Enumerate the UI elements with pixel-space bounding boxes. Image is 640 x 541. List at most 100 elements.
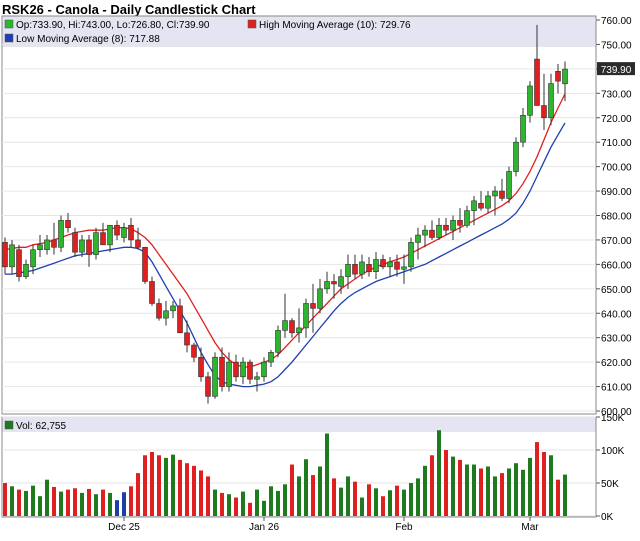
- price-tick-label: 710.00: [601, 138, 632, 149]
- candle-body: [422, 229, 428, 236]
- candle-body: [562, 68, 568, 85]
- last-price-tag-box: [597, 62, 635, 76]
- candle-body: [429, 229, 435, 238]
- volume-bar: [59, 491, 63, 516]
- price-gridlines: [2, 19, 596, 412]
- candle-body: [233, 361, 239, 378]
- price-tick-label: 640.00: [601, 309, 632, 320]
- volume-bar: [220, 492, 224, 516]
- candle-body: [268, 352, 274, 363]
- chart-title: RSK26 - Canola - Daily Candlestick Chart: [2, 2, 256, 17]
- volume-legend-text: Vol: 62,755: [16, 421, 66, 432]
- price-axis: 600.00 610.00 620.00 630.00 640.00 650.00 660.…: [596, 16, 632, 418]
- volume-bar: [227, 494, 231, 516]
- volume-tick-label: 150K: [601, 413, 625, 424]
- volume-bar: [164, 457, 168, 516]
- volume-bar: [80, 492, 84, 516]
- candle-body: [142, 246, 148, 282]
- last-price-tag: 739.90: [597, 62, 635, 76]
- volume-bar: [185, 463, 189, 516]
- volume-bar: [255, 489, 259, 516]
- candle-body: [149, 281, 155, 304]
- volume-bar: [38, 496, 42, 516]
- price-tick-label: 690.00: [601, 187, 632, 198]
- candle-body: [170, 305, 176, 312]
- volume-bar: [465, 464, 469, 516]
- volume-bar: [87, 488, 91, 516]
- volume-bar: [24, 490, 28, 516]
- candles: [2, 24, 568, 404]
- volume-panel: 0K 50K 100K 150K Vol: 62,755: [1, 413, 625, 523]
- volume-bar: [409, 483, 413, 516]
- volume-bar: [346, 476, 350, 516]
- volume-axis: 0K 50K 100K 150K: [596, 413, 625, 523]
- high-ma-legend-text: High Moving Average (10): 729.76: [259, 20, 411, 31]
- candle-body: [247, 361, 253, 380]
- candle-body: [520, 115, 526, 143]
- candle-body: [114, 224, 120, 236]
- volume-bar: [395, 485, 399, 516]
- last-price-tag-text: 739.90: [601, 65, 632, 76]
- candle-body: [240, 361, 246, 378]
- volume-bar: [171, 454, 175, 516]
- volume-bar: [556, 479, 560, 516]
- candle-body: [2, 242, 8, 268]
- candle-body: [527, 85, 533, 116]
- candle-body: [478, 202, 484, 209]
- volume-bar: [290, 464, 294, 516]
- candle-body: [205, 376, 211, 397]
- candle-body: [177, 305, 183, 334]
- price-tick-label: 700.00: [601, 163, 632, 174]
- volume-bars: [3, 430, 567, 516]
- volume-bar: [318, 466, 322, 516]
- candle-body: [366, 264, 372, 273]
- price-tick-label: 760.00: [601, 16, 632, 27]
- candle-body: [163, 310, 169, 319]
- candle-body: [513, 141, 519, 172]
- volume-bar: [458, 459, 462, 516]
- volume-bar: [45, 479, 49, 516]
- candle-body: [86, 239, 92, 255]
- candle-body: [261, 361, 267, 378]
- volume-bar: [241, 491, 245, 516]
- volume-bar: [563, 474, 567, 516]
- volume-bar: [108, 492, 112, 516]
- candle-body: [380, 259, 386, 268]
- price-tick-label: 600.00: [601, 407, 632, 418]
- volume-bar: [150, 451, 154, 516]
- volume-bar: [248, 502, 252, 516]
- low-ma-legend-swatch: [4, 33, 14, 43]
- candle-body: [443, 224, 449, 231]
- date-tick-label: Feb: [395, 522, 413, 533]
- date-tick-label: Jan 26: [249, 522, 279, 533]
- candle-body: [121, 227, 127, 238]
- volume-bar: [514, 463, 518, 516]
- candle-body: [212, 356, 218, 397]
- candle-body: [198, 356, 204, 378]
- ohlc-legend-swatch: [4, 19, 14, 29]
- candle-body: [289, 320, 295, 334]
- volume-bar: [129, 486, 133, 516]
- candle-body: [191, 344, 197, 358]
- candle-body: [324, 281, 330, 290]
- price-panel: 600.00 610.00 620.00 630.00 640.00 650.00 660.…: [1, 15, 635, 418]
- price-tick-label: 620.00: [601, 358, 632, 369]
- price-tick-label: 670.00: [601, 236, 632, 247]
- candle-body: [156, 303, 162, 319]
- volume-bar: [325, 433, 329, 516]
- date-axis: Dec 25 Jan 26 Feb Mar: [108, 517, 539, 533]
- candle-body: [282, 320, 288, 331]
- volume-bar: [143, 455, 147, 516]
- candle-body: [303, 303, 309, 329]
- high-moving-average-line: [4, 93, 566, 368]
- candle-body: [492, 190, 498, 197]
- candle-body: [541, 105, 547, 119]
- volume-bar: [549, 455, 553, 516]
- candle-body: [338, 276, 344, 287]
- volume-bar: [402, 489, 406, 516]
- volume-bar: [332, 478, 336, 516]
- volume-bar: [178, 459, 182, 516]
- volume-bar: [451, 456, 455, 516]
- date-tick-label: Dec 25: [108, 522, 140, 533]
